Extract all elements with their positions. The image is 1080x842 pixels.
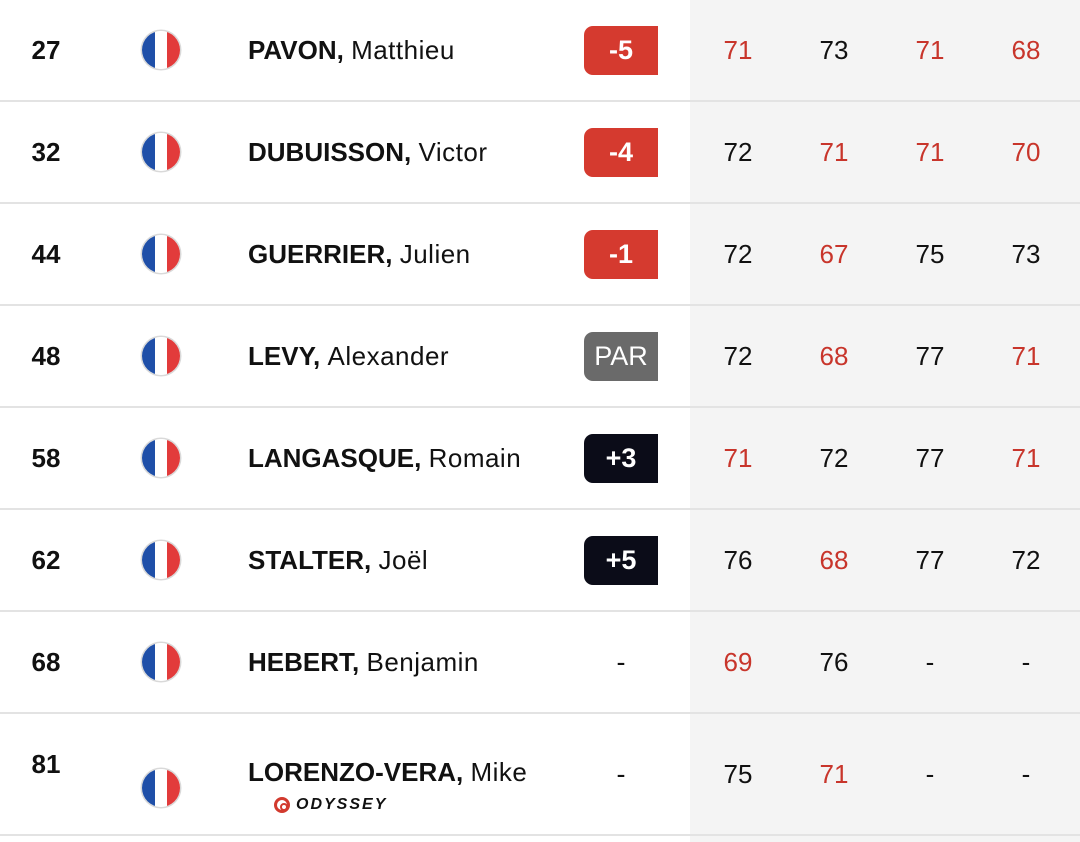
round-2-score: 67 bbox=[819, 239, 849, 269]
odyssey-logo-icon bbox=[274, 797, 290, 813]
player-first-name: Victor bbox=[418, 137, 488, 167]
round-2-score: 68 bbox=[819, 341, 849, 371]
round-4-score: - bbox=[1021, 647, 1031, 677]
round-1-score: 76 bbox=[723, 545, 753, 575]
round-4-score: 71 bbox=[1011, 443, 1041, 473]
player-last-name: LEVY, bbox=[248, 341, 321, 371]
player-first-name: Alexander bbox=[327, 341, 450, 371]
to-par-badge: - bbox=[616, 759, 626, 789]
round-3-score: 75 bbox=[915, 239, 945, 269]
france-flag-icon bbox=[142, 133, 180, 171]
position: 62 bbox=[31, 545, 61, 575]
position: 32 bbox=[31, 137, 61, 167]
round-2-score: 72 bbox=[819, 443, 849, 473]
player-row[interactable]: 48 LEVY, Alexander PAR 72 68 77 71 bbox=[0, 306, 1080, 408]
france-flag-icon bbox=[142, 337, 180, 375]
france-flag-icon bbox=[142, 439, 180, 477]
position: 48 bbox=[31, 341, 61, 371]
player-name[interactable]: GUERRIER, Julien bbox=[248, 204, 471, 304]
round-2-score: 71 bbox=[819, 137, 849, 167]
round-1-score: 72 bbox=[723, 341, 753, 371]
player-name[interactable]: LANGASQUE, Romain bbox=[248, 408, 521, 508]
round-1-score: 72 bbox=[723, 137, 753, 167]
rounds-column-background bbox=[690, 0, 1080, 842]
player-row[interactable]: 32 DUBUISSON, Victor -4 72 71 71 70 bbox=[0, 102, 1080, 204]
round-3-score: 71 bbox=[915, 35, 945, 65]
round-2-score: 71 bbox=[819, 759, 849, 789]
round-3-score: 77 bbox=[915, 545, 945, 575]
player-row[interactable]: 81 LORENZO-VERA, Mike ODYSSEY - 75 71 - - bbox=[0, 714, 1080, 836]
to-par-badge: +3 bbox=[584, 434, 658, 483]
round-1-score: 69 bbox=[723, 647, 753, 677]
to-par-badge: -1 bbox=[584, 230, 658, 279]
player-last-name: STALTER, bbox=[248, 545, 372, 575]
round-3-score: - bbox=[925, 647, 935, 677]
round-4-score: 70 bbox=[1011, 137, 1041, 167]
round-1-score: 71 bbox=[723, 443, 753, 473]
player-last-name: PAVON, bbox=[248, 35, 344, 65]
to-par-badge: -5 bbox=[584, 26, 658, 75]
player-last-name: DUBUISSON, bbox=[248, 137, 412, 167]
player-name[interactable]: HEBERT, Benjamin bbox=[248, 612, 479, 712]
player-last-name: LORENZO-VERA, bbox=[248, 757, 464, 787]
player-row[interactable]: 44 GUERRIER, Julien -1 72 67 75 73 bbox=[0, 204, 1080, 306]
round-1-score: 72 bbox=[723, 239, 753, 269]
player-last-name: HEBERT, bbox=[248, 647, 360, 677]
position: 81 bbox=[31, 749, 61, 779]
player-first-name: Joël bbox=[378, 545, 429, 575]
france-flag-icon bbox=[142, 643, 180, 681]
player-row[interactable]: 27 PAVON, Matthieu -5 71 73 71 68 bbox=[0, 0, 1080, 102]
round-3-score: 77 bbox=[915, 341, 945, 371]
player-last-name: LANGASQUE, bbox=[248, 443, 422, 473]
player-name[interactable]: STALTER, Joël bbox=[248, 510, 428, 610]
player-name[interactable]: LEVY, Alexander bbox=[248, 306, 449, 406]
round-4-score: 72 bbox=[1011, 545, 1041, 575]
player-first-name: Matthieu bbox=[351, 35, 455, 65]
round-2-score: 73 bbox=[819, 35, 849, 65]
france-flag-icon bbox=[142, 235, 180, 273]
player-row[interactable]: 58 LANGASQUE, Romain +3 71 72 77 71 bbox=[0, 408, 1080, 510]
round-3-score: - bbox=[925, 759, 935, 789]
round-1-score: 75 bbox=[723, 759, 753, 789]
round-4-score: 68 bbox=[1011, 35, 1041, 65]
position: 27 bbox=[31, 35, 61, 65]
to-par-badge: -4 bbox=[584, 128, 658, 177]
player-row[interactable]: 62 STALTER, Joël +5 76 68 77 72 bbox=[0, 510, 1080, 612]
position: 44 bbox=[31, 239, 61, 269]
round-2-score: 68 bbox=[819, 545, 849, 575]
player-name[interactable]: DUBUISSON, Victor bbox=[248, 102, 487, 202]
sponsor-name: ODYSSEY bbox=[296, 796, 388, 813]
player-name[interactable]: PAVON, Matthieu bbox=[248, 0, 455, 100]
position: 58 bbox=[31, 443, 61, 473]
round-4-score: - bbox=[1021, 759, 1031, 789]
france-flag-icon bbox=[142, 769, 180, 807]
player-first-name: Romain bbox=[428, 443, 522, 473]
to-par-badge: +5 bbox=[584, 536, 658, 585]
round-1-score: 71 bbox=[723, 35, 753, 65]
player-row[interactable]: 68 HEBERT, Benjamin - 69 76 - - bbox=[0, 612, 1080, 714]
to-par-badge: - bbox=[616, 647, 626, 677]
sponsor-logo: ODYSSEY bbox=[274, 796, 387, 814]
france-flag-icon bbox=[142, 31, 180, 69]
player-name[interactable]: LORENZO-VERA, Mike bbox=[248, 752, 527, 792]
player-first-name: Benjamin bbox=[366, 647, 479, 677]
round-3-score: 71 bbox=[915, 137, 945, 167]
france-flag-icon bbox=[142, 541, 180, 579]
round-2-score: 76 bbox=[819, 647, 849, 677]
to-par-badge: PAR bbox=[584, 332, 658, 381]
round-4-score: 71 bbox=[1011, 341, 1041, 371]
player-last-name: GUERRIER, bbox=[248, 239, 393, 269]
round-4-score: 73 bbox=[1011, 239, 1041, 269]
player-first-name: Julien bbox=[399, 239, 471, 269]
round-3-score: 77 bbox=[915, 443, 945, 473]
player-first-name: Mike bbox=[470, 757, 528, 787]
position: 68 bbox=[31, 647, 61, 677]
